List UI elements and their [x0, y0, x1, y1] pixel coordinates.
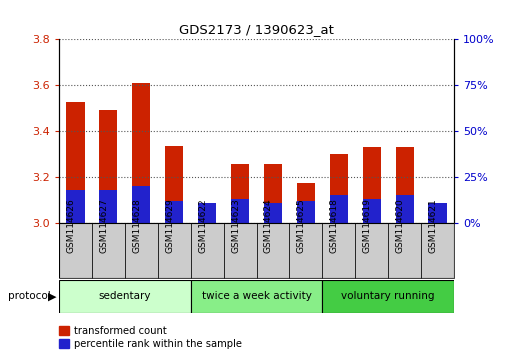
Bar: [297, 183, 315, 223]
Bar: [191, 280, 322, 313]
Bar: [396, 195, 413, 223]
Bar: [100, 190, 117, 223]
Bar: [428, 206, 447, 223]
Bar: [224, 223, 256, 278]
Bar: [363, 199, 381, 223]
Bar: [132, 186, 150, 223]
Bar: [198, 203, 216, 223]
Bar: [100, 110, 117, 223]
Text: GSM114621: GSM114621: [428, 198, 438, 253]
Bar: [264, 203, 282, 223]
Bar: [322, 223, 355, 278]
Bar: [198, 204, 216, 223]
Bar: [191, 223, 224, 278]
Text: twice a week activity: twice a week activity: [202, 291, 311, 302]
Bar: [388, 223, 421, 278]
Bar: [125, 223, 158, 278]
Text: GSM114627: GSM114627: [100, 198, 108, 253]
Text: GSM114620: GSM114620: [396, 198, 405, 253]
Bar: [231, 199, 249, 223]
Bar: [421, 223, 454, 278]
Title: GDS2173 / 1390623_at: GDS2173 / 1390623_at: [179, 23, 334, 36]
Text: GSM114623: GSM114623: [231, 198, 240, 253]
Bar: [256, 223, 289, 278]
Bar: [264, 164, 282, 223]
Text: ▶: ▶: [48, 291, 56, 302]
Bar: [92, 223, 125, 278]
Text: protocol: protocol: [8, 291, 50, 302]
Bar: [355, 223, 388, 278]
Bar: [428, 203, 447, 223]
Text: voluntary running: voluntary running: [342, 291, 435, 302]
Legend: transformed count, percentile rank within the sample: transformed count, percentile rank withi…: [60, 326, 242, 349]
Bar: [165, 146, 183, 223]
Bar: [322, 280, 454, 313]
Bar: [396, 147, 413, 223]
Bar: [158, 223, 191, 278]
Text: GSM114628: GSM114628: [132, 198, 141, 253]
Bar: [330, 154, 348, 223]
Bar: [66, 102, 85, 223]
Bar: [297, 201, 315, 223]
Text: GSM114626: GSM114626: [67, 198, 75, 253]
Text: GSM114622: GSM114622: [198, 199, 207, 253]
Text: GSM114629: GSM114629: [165, 198, 174, 253]
Bar: [132, 82, 150, 223]
Bar: [330, 195, 348, 223]
Bar: [59, 223, 92, 278]
Bar: [59, 280, 191, 313]
Bar: [165, 201, 183, 223]
Text: GSM114624: GSM114624: [264, 199, 273, 253]
Text: GSM114625: GSM114625: [297, 198, 306, 253]
Text: GSM114619: GSM114619: [363, 198, 372, 253]
Bar: [66, 190, 85, 223]
Bar: [363, 147, 381, 223]
Text: sedentary: sedentary: [98, 291, 151, 302]
Text: GSM114618: GSM114618: [330, 198, 339, 253]
Bar: [231, 164, 249, 223]
Bar: [289, 223, 322, 278]
